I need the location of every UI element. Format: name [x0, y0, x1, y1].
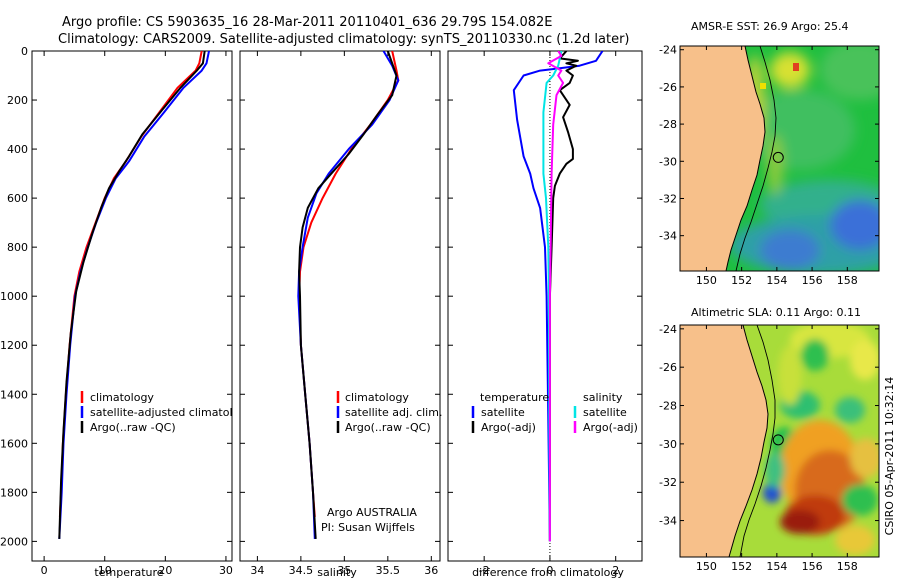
y-tick-label: 1000 — [0, 290, 28, 303]
sst-map-ticks: 150 152 154 156 158 -24 -26 -28 -30 -32 -34 — [659, 44, 879, 287]
difference-legend: temperature satellite Argo(-adj) salinit… — [471, 391, 638, 434]
legend-satellite: satellite-adjusted climatology — [90, 406, 253, 419]
argo-program-annotation: Argo AUSTRALIA — [327, 506, 417, 519]
y-tick-label: 1800 — [0, 486, 28, 499]
series-line-argo-raw-qc- — [58, 51, 206, 539]
map-x-tick-label: 158 — [837, 560, 858, 573]
sst-land — [680, 46, 765, 271]
map-x-tick-label: 158 — [837, 274, 858, 287]
difference-xlabel: difference from climatology — [472, 566, 624, 579]
legend-climatology: climatology — [90, 391, 154, 404]
salinity-ticks: 34 34.5 35 35.5 36 — [240, 50, 440, 577]
x-tick-label: 36 — [424, 564, 438, 577]
y-tick-label: 1200 — [0, 339, 28, 352]
salinity-legend: climatology satellite adj. clim. Argo(..… — [336, 391, 442, 434]
sla-map — [680, 325, 879, 557]
x-tick-label: -2 — [479, 564, 490, 577]
legend-temp-satellite: satellite — [481, 406, 525, 419]
series-line-temperature-argo-adj- — [548, 51, 579, 542]
x-tick-label: 30 — [219, 564, 233, 577]
x-tick-label: 10 — [98, 564, 112, 577]
y-tick-label: 1400 — [0, 388, 28, 401]
sla-float-marker — [772, 434, 784, 446]
sla-map-ticks: 150 152 154 156 158 -24 -26 -28 -30 -32 -34 — [659, 323, 879, 573]
sla-coastline — [728, 325, 769, 557]
sst-coastline — [725, 46, 766, 271]
legend-sal-satellite: satellite — [583, 406, 627, 419]
y-tick-label: 1600 — [0, 437, 28, 450]
map-y-tick-label: -24 — [659, 44, 677, 57]
x-tick-label: 35.5 — [376, 564, 401, 577]
map-x-tick-label: 154 — [766, 274, 787, 287]
series-line-temperature-satellite — [512, 51, 604, 542]
map-x-tick-label: 152 — [731, 560, 752, 573]
salinity-axes — [239, 50, 441, 562]
x-tick-label: 0 — [546, 564, 553, 577]
legend-climatology: climatology — [345, 391, 409, 404]
figure-title-line1: Argo profile: CS 5903635_16 28-Mar-2011 … — [62, 15, 552, 30]
map-y-tick-label: -30 — [659, 155, 677, 168]
x-tick-label: 0 — [41, 564, 48, 577]
temperature-xlabel: temperature — [94, 566, 163, 579]
map-y-tick-label: -24 — [659, 323, 677, 336]
temperature-legend: climatology satellite-adjusted climatolo… — [80, 391, 253, 434]
y-tick-label: 200 — [7, 94, 28, 107]
map-y-tick-label: -34 — [659, 515, 677, 528]
map-y-tick-label: -32 — [659, 476, 677, 489]
map-y-tick-label: -32 — [659, 192, 677, 205]
map-y-tick-label: -26 — [659, 81, 677, 94]
difference-series — [512, 51, 604, 542]
series-line-salinity-argo-adj- — [547, 51, 565, 542]
map-y-tick-label: -34 — [659, 230, 677, 243]
pi-annotation: PI: Susan Wijffels — [321, 521, 415, 534]
x-tick-label: 34.5 — [289, 564, 314, 577]
temperature-axes — [31, 50, 233, 562]
sla-shelf-contour — [739, 325, 776, 557]
sst-shelf-contour — [735, 46, 777, 271]
y-tick-label: 600 — [7, 192, 28, 205]
legend-sal-argo: Argo(-adj) — [583, 421, 638, 434]
map-y-tick-label: -26 — [659, 361, 677, 374]
temperature-ticks: 0 10 20 30 0 200 400 600 800 1000 1200 1400 1600 1800… — [0, 45, 233, 577]
legend-temp-argo: Argo(-adj) — [481, 421, 536, 434]
figure-title-line2: Climatology: CARS2009. Satellite-adjuste… — [58, 32, 630, 47]
map-y-tick-label: -28 — [659, 400, 677, 413]
temperature-series — [58, 51, 210, 539]
map-x-tick-label: 156 — [802, 560, 823, 573]
sla-land — [680, 325, 768, 557]
x-tick-label: 35 — [337, 564, 351, 577]
salinity-xlabel: salinity — [317, 566, 357, 579]
x-tick-label: 20 — [158, 564, 172, 577]
legend-heading-temperature: temperature — [480, 391, 549, 404]
map-y-tick-label: -30 — [659, 438, 677, 451]
map-x-tick-label: 152 — [731, 274, 752, 287]
difference-axes — [447, 50, 643, 562]
sst-map — [680, 46, 879, 271]
y-tick-label: 400 — [7, 143, 28, 156]
y-tick-label: 0 — [21, 45, 28, 58]
legend-satellite: satellite adj. clim. — [345, 406, 442, 419]
legend-heading-salinity: salinity — [583, 391, 623, 404]
sst-float-marker — [772, 151, 784, 163]
salinity-series — [297, 51, 400, 539]
legend-argo: Argo(..raw -QC) — [345, 421, 431, 434]
sla-map-frame — [679, 324, 880, 558]
y-tick-label: 800 — [7, 241, 28, 254]
map-x-tick-label: 150 — [696, 560, 717, 573]
sst-map-frame — [679, 45, 880, 272]
legend-argo: Argo(..raw -QC) — [90, 421, 176, 434]
map-x-tick-label: 156 — [802, 274, 823, 287]
sst-map-title: AMSR-E SST: 26.9 Argo: 25.4 — [691, 20, 849, 33]
map-x-tick-label: 154 — [766, 560, 787, 573]
x-tick-label: 2 — [612, 564, 619, 577]
map-x-tick-label: 150 — [696, 274, 717, 287]
difference-ticks: -2 0 2 — [448, 50, 642, 577]
csiro-timestamp: CSIRO 05-Apr-2011 10:32:14 — [883, 377, 896, 536]
map-y-tick-label: -28 — [659, 118, 677, 131]
sla-map-title: Altimetric SLA: 0.11 Argo: 0.11 — [691, 306, 861, 319]
y-tick-label: 2000 — [0, 535, 28, 548]
x-tick-label: 34 — [250, 564, 264, 577]
series-line-argo-raw-qc- — [298, 51, 398, 539]
